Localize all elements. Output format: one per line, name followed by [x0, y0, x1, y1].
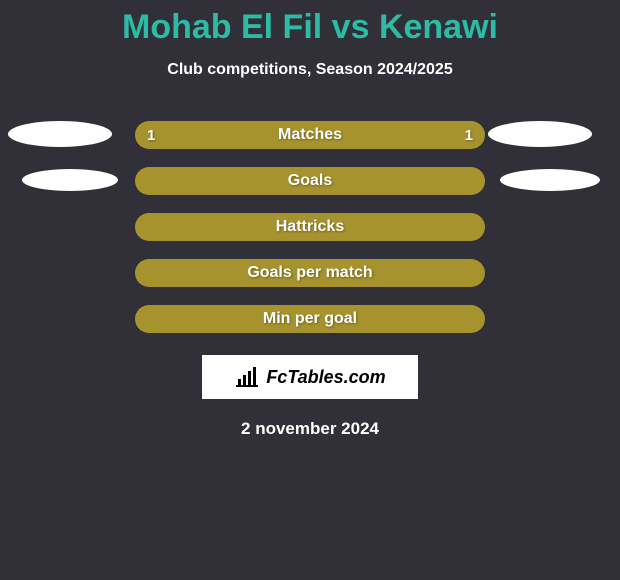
- stat-bar: 1 Matches 1: [135, 121, 485, 149]
- stat-row: Hattricks: [0, 213, 620, 241]
- player2-name: Kenawi: [379, 8, 498, 46]
- left-ellipse: [22, 169, 118, 191]
- right-ellipse: [500, 169, 600, 191]
- stats-rows: 1 Matches 1 Goals Hattricks Goals per match Mi…: [0, 121, 620, 333]
- stat-label: Goals per match: [247, 264, 372, 282]
- stat-label: Min per goal: [263, 310, 357, 328]
- bar-chart-icon: [234, 366, 260, 388]
- stat-bar: Goals: [135, 167, 485, 195]
- stat-label: Hattricks: [276, 218, 344, 236]
- stat-left-value: 1: [147, 127, 155, 144]
- stat-row: Goals: [0, 167, 620, 195]
- stat-bar: Min per goal: [135, 305, 485, 333]
- stat-row: Min per goal: [0, 305, 620, 333]
- stat-label: Matches: [278, 126, 342, 144]
- subtitle: Club competitions, Season 2024/2025: [0, 61, 620, 79]
- stat-bar: Hattricks: [135, 213, 485, 241]
- logo-text: FcTables.com: [266, 367, 385, 388]
- stat-row: 1 Matches 1: [0, 121, 620, 149]
- stat-bar: Goals per match: [135, 259, 485, 287]
- footer-date: 2 november 2024: [0, 419, 620, 439]
- player1-name: Mohab El Fil: [122, 8, 322, 46]
- vs-text: vs: [332, 8, 370, 46]
- stat-label: Goals: [288, 172, 332, 190]
- stat-row: Goals per match: [0, 259, 620, 287]
- right-ellipse: [488, 121, 592, 147]
- stat-right-value: 1: [465, 127, 473, 144]
- page-title: Mohab El Fil vs Kenawi: [0, 0, 620, 47]
- logo-box: FcTables.com: [202, 355, 418, 399]
- left-ellipse: [8, 121, 112, 147]
